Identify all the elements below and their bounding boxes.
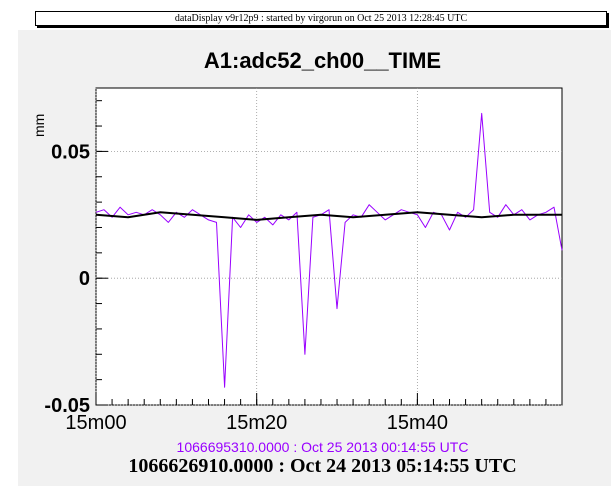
plot-frame (95, 87, 563, 406)
header-banner: dataDisplay v9r12p9 : started by virgoru… (35, 11, 607, 26)
series-line-average (95, 211, 562, 221)
x-tick-label: 15m00 (65, 412, 126, 434)
chart-title: A1:adc52_ch00__TIME (203, 48, 442, 73)
x-tick-label: 15m20 (226, 412, 287, 434)
series-line-raw (95, 112, 563, 388)
x-tick-label: 15m40 (387, 412, 448, 434)
y-tick-label: -0.05 (44, 395, 90, 417)
y-axis-label: mm (31, 113, 47, 137)
reference-time-black: 1066626910.0000 : Oct 24 2013 05:14:55 U… (128, 455, 517, 477)
y-tick-label: 0 (79, 268, 90, 290)
y-tick-label: 0.05 (51, 141, 90, 163)
reference-time-purple: 1066695310.0000 : Oct 25 2013 00:14:55 U… (176, 439, 469, 455)
